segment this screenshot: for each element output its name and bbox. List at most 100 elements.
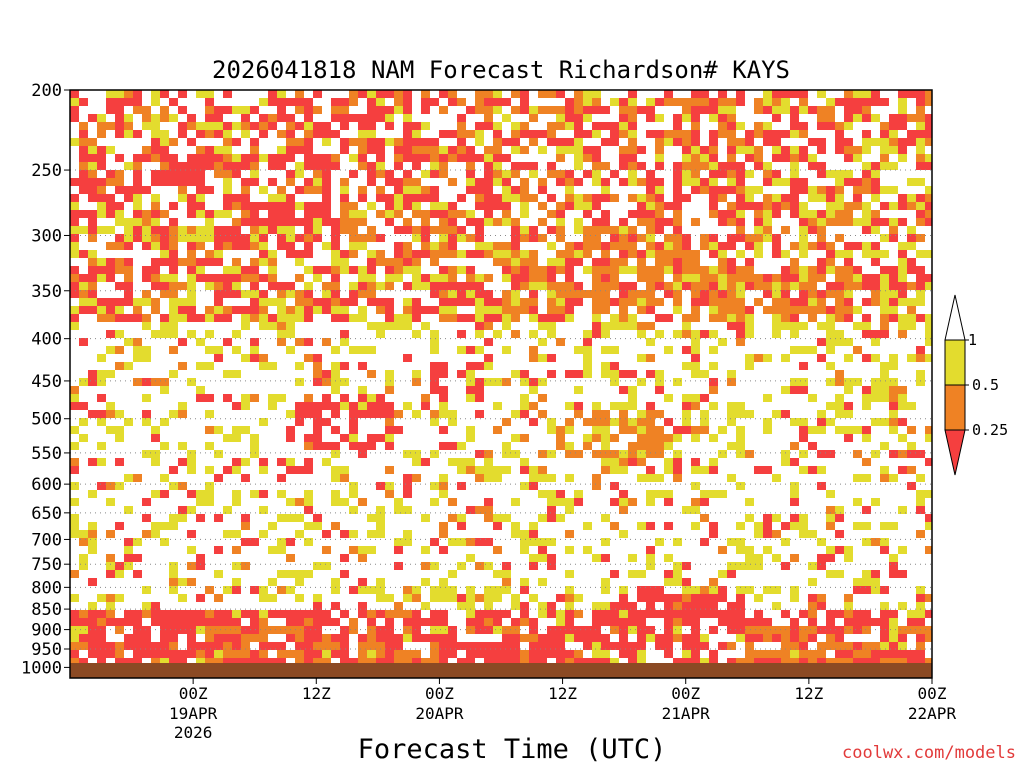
- heatmap-cell: [340, 498, 349, 506]
- heatmap-cell: [601, 610, 610, 618]
- heatmap-cell: [259, 418, 268, 426]
- heatmap-cell: [169, 290, 178, 298]
- heatmap-cell: [70, 642, 79, 650]
- heatmap-cell: [709, 170, 718, 178]
- heatmap-cell: [637, 570, 646, 578]
- heatmap-cell: [232, 402, 241, 410]
- heatmap-cell: [439, 626, 448, 634]
- heatmap-cell: [844, 546, 853, 554]
- heatmap-cell: [583, 170, 592, 178]
- heatmap-cell: [493, 378, 502, 386]
- heatmap-cell: [718, 106, 727, 114]
- heatmap-cell: [574, 138, 583, 146]
- heatmap-cell: [547, 138, 556, 146]
- heatmap-cell: [781, 306, 790, 314]
- heatmap-cell: [187, 282, 196, 290]
- heatmap-cell: [430, 306, 439, 314]
- heatmap-cell: [853, 114, 862, 122]
- heatmap-cell: [709, 402, 718, 410]
- heatmap-cell: [349, 546, 358, 554]
- heatmap-cell: [619, 298, 628, 306]
- heatmap-cell: [718, 642, 727, 650]
- heatmap-cell: [610, 98, 619, 106]
- heatmap-cell: [304, 218, 313, 226]
- heatmap-cell: [304, 178, 313, 186]
- heatmap-cell: [628, 266, 637, 274]
- heatmap-cell: [772, 626, 781, 634]
- heatmap-cell: [862, 162, 871, 170]
- heatmap-cell: [358, 114, 367, 122]
- heatmap-cell: [394, 506, 403, 514]
- heatmap-cell: [448, 290, 457, 298]
- heatmap-cell: [826, 338, 835, 346]
- heatmap-cell: [691, 634, 700, 642]
- heatmap-cell: [727, 186, 736, 194]
- heatmap-cell: [160, 250, 169, 258]
- heatmap-cell: [331, 106, 340, 114]
- heatmap-cell: [394, 162, 403, 170]
- heatmap-cell: [682, 634, 691, 642]
- heatmap-cell: [592, 602, 601, 610]
- heatmap-cell: [331, 578, 340, 586]
- heatmap-cell: [115, 178, 124, 186]
- heatmap-cell: [79, 306, 88, 314]
- heatmap-cell: [295, 498, 304, 506]
- heatmap-cell: [925, 458, 932, 466]
- heatmap-cell: [916, 130, 925, 138]
- heatmap-cell: [601, 426, 610, 434]
- heatmap-cell: [610, 298, 619, 306]
- heatmap-cell: [745, 554, 754, 562]
- heatmap-cell: [475, 394, 484, 402]
- heatmap-cell: [160, 290, 169, 298]
- heatmap-cell: [151, 234, 160, 242]
- heatmap-cell: [385, 418, 394, 426]
- heatmap-cell: [223, 154, 232, 162]
- heatmap-cell: [592, 410, 601, 418]
- heatmap-cell: [511, 146, 520, 154]
- heatmap-cell: [682, 562, 691, 570]
- heatmap-cell: [286, 114, 295, 122]
- heatmap-cell: [628, 610, 637, 618]
- heatmap-cell: [304, 458, 313, 466]
- heatmap-cell: [844, 274, 853, 282]
- heatmap-cell: [385, 370, 394, 378]
- heatmap-cell: [565, 546, 574, 554]
- heatmap-cell: [457, 98, 466, 106]
- heatmap-cell: [304, 522, 313, 530]
- heatmap-cell: [889, 282, 898, 290]
- heatmap-cell: [673, 378, 682, 386]
- heatmap-cell: [448, 442, 457, 450]
- heatmap-cell: [439, 474, 448, 482]
- heatmap-cell: [583, 346, 592, 354]
- heatmap-cell: [880, 330, 889, 338]
- heatmap-cell: [682, 322, 691, 330]
- heatmap-cell: [169, 306, 178, 314]
- heatmap-cell: [556, 122, 565, 130]
- heatmap-cell: [187, 122, 196, 130]
- heatmap-cell: [916, 634, 925, 642]
- heatmap-cell: [214, 162, 223, 170]
- heatmap-cell: [304, 250, 313, 258]
- heatmap-cell: [871, 450, 880, 458]
- heatmap-cell: [916, 594, 925, 602]
- heatmap-cell: [430, 450, 439, 458]
- heatmap-cell: [457, 482, 466, 490]
- heatmap-cell: [718, 114, 727, 122]
- heatmap-cell: [250, 146, 259, 154]
- heatmap-cell: [277, 146, 286, 154]
- heatmap-cell: [205, 490, 214, 498]
- heatmap-cell: [556, 258, 565, 266]
- heatmap-cell: [313, 354, 322, 362]
- heatmap-cell: [394, 106, 403, 114]
- heatmap-cell: [637, 418, 646, 426]
- heatmap-cell: [718, 98, 727, 106]
- heatmap-cell: [628, 170, 637, 178]
- heatmap-cell: [475, 610, 484, 618]
- heatmap-cell: [709, 234, 718, 242]
- heatmap-cell: [466, 458, 475, 466]
- heatmap-cell: [241, 234, 250, 242]
- heatmap-cell: [772, 282, 781, 290]
- heatmap-cell: [250, 450, 259, 458]
- heatmap-cell: [898, 258, 907, 266]
- heatmap-cell: [916, 290, 925, 298]
